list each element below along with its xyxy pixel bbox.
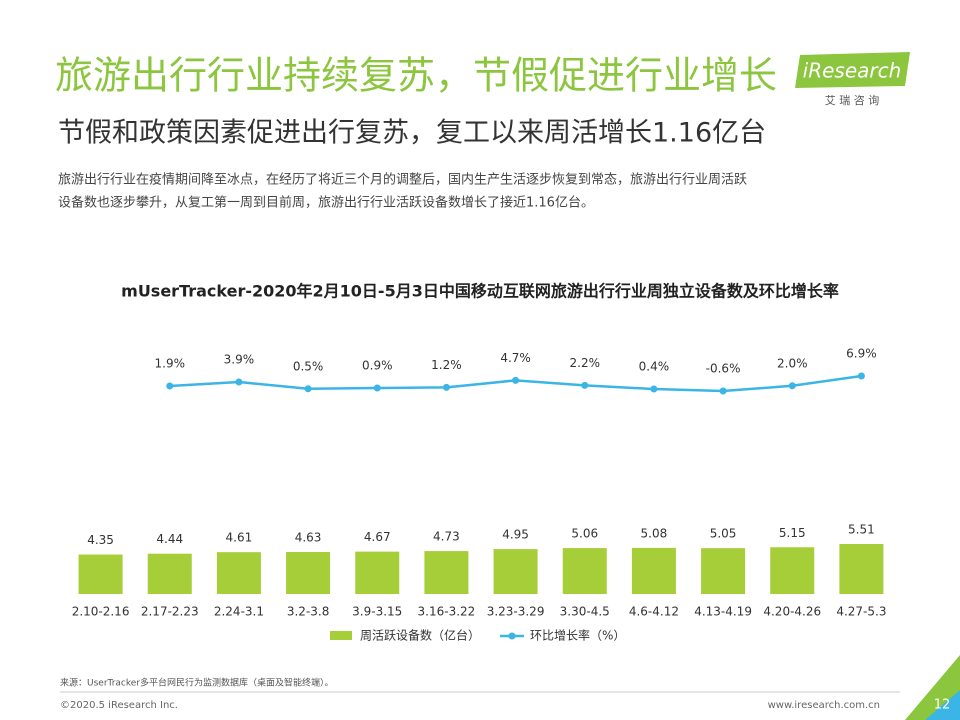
bar-label: 4.73 <box>433 530 460 544</box>
copyright: ©2020.5 iResearch Inc. <box>60 700 178 711</box>
logo-cn: 艾 瑞 咨 询 <box>825 93 880 107</box>
line-label: 2.2% <box>570 356 601 370</box>
x-tick-label: 3.16-3.22 <box>418 605 476 619</box>
line-label: 0.4% <box>639 360 670 374</box>
bar-label: 5.05 <box>710 527 737 541</box>
bar <box>562 548 607 594</box>
bar <box>631 547 676 594</box>
x-tick-label: 4.13-4.19 <box>694 605 752 619</box>
x-tick-label: 2.24-3.1 <box>214 605 264 619</box>
chart-title: mUserTracker-2020年2月10日-5月3日中国移动互联网旅游出行行… <box>121 282 839 301</box>
x-tick-label: 3.9-3.15 <box>352 605 402 619</box>
line-point <box>373 384 381 392</box>
line-label: 4.7% <box>500 351 531 365</box>
bar-label: 4.67 <box>364 530 391 544</box>
legend-label: 环比增长率（%） <box>530 628 625 643</box>
x-tick-label: 4.20-4.26 <box>763 605 821 619</box>
line-label: 0.9% <box>362 359 393 373</box>
legend-swatch <box>508 632 516 640</box>
logo-box <box>795 52 910 88</box>
line-label: 1.9% <box>155 357 186 371</box>
line-point <box>304 385 312 393</box>
bar <box>770 547 815 594</box>
line-point <box>235 378 243 386</box>
bar <box>493 549 538 594</box>
bar-label: 5.51 <box>848 523 875 537</box>
bar <box>424 551 469 594</box>
line-label: 2.0% <box>777 356 808 370</box>
line-point <box>650 385 658 393</box>
bar <box>216 552 261 594</box>
x-tick-label: 3.2-3.8 <box>287 605 330 619</box>
bar-label: 5.08 <box>641 526 668 540</box>
corner <box>925 690 960 720</box>
line-label: 6.9% <box>846 347 877 361</box>
page-number: 12 <box>934 698 951 713</box>
line-point <box>166 382 174 390</box>
x-tick-label: 4.6-4.12 <box>629 605 679 619</box>
line-point <box>442 383 450 391</box>
source: 来源：UserTracker多平台网民行为监测数据库（桌面及智能终端）。 <box>60 677 333 689</box>
line-label: -0.6% <box>706 362 741 376</box>
bar <box>286 551 331 594</box>
line-label: 3.9% <box>224 353 255 367</box>
bar <box>701 548 746 594</box>
line-point <box>512 376 520 384</box>
line-label: 0.5% <box>293 359 324 373</box>
line-point <box>581 381 589 389</box>
x-tick-label: 4.27-5.3 <box>836 605 886 619</box>
bar-label: 4.61 <box>226 531 253 545</box>
slide-title: 旅游出行行业持续复苏，节假促进行业增长 <box>55 54 777 98</box>
description: 旅游出行行业在疫情期间降至冰点，在经历了将近三个月的调整后，国内生产生活逐步恢复… <box>58 172 747 188</box>
bar-label: 5.06 <box>571 527 598 541</box>
bar <box>355 551 400 594</box>
bar-label: 4.95 <box>502 528 529 542</box>
line-point <box>857 372 865 380</box>
description: 设备数也逐步攀升，从复工第一周到目前周，旅游出行行业活跃设备数增长了接近1.16… <box>58 195 594 211</box>
line-point <box>719 387 727 395</box>
slide-subtitle: 节假和政策因素促进出行复苏，复工以来周活增长1.16亿台 <box>58 118 766 149</box>
x-tick-label: 2.10-2.16 <box>72 605 130 619</box>
legend-label: 周活跃设备数（亿台） <box>360 628 480 643</box>
logo-name: iResearch <box>803 59 902 83</box>
bar <box>78 554 123 594</box>
bar <box>147 553 192 594</box>
bar-label: 4.44 <box>156 532 183 546</box>
x-tick-label: 3.30-4.5 <box>560 605 610 619</box>
bar <box>839 544 884 594</box>
x-tick-label: 3.23-3.29 <box>487 605 545 619</box>
bar-label: 5.15 <box>779 526 806 540</box>
url: www.iresearch.com.cn <box>768 700 880 711</box>
legend-swatch <box>330 631 352 640</box>
bar-label: 4.35 <box>87 533 114 547</box>
x-tick-label: 2.17-2.23 <box>141 605 199 619</box>
bar-label: 4.63 <box>295 530 322 544</box>
line-point <box>788 382 796 390</box>
line-label: 1.2% <box>431 358 462 372</box>
